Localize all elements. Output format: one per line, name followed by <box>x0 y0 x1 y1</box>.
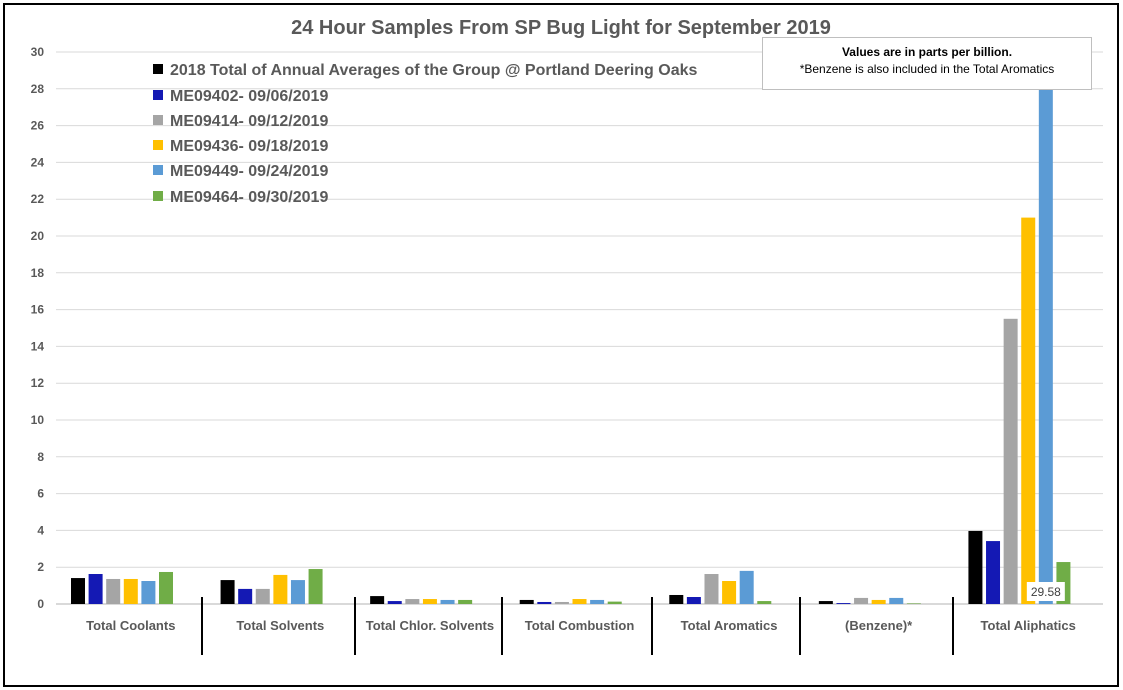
bar <box>440 599 455 604</box>
legend-swatch <box>153 64 163 74</box>
bar <box>71 578 85 604</box>
x-tick-label: Total Aliphatics <box>981 618 1076 633</box>
bar <box>1038 59 1053 604</box>
y-tick-label: 2 <box>37 560 44 574</box>
y-tick-label: 18 <box>31 266 45 280</box>
y-tick-label: 14 <box>31 339 45 353</box>
bar <box>106 578 121 604</box>
bar <box>607 601 622 604</box>
bar <box>255 588 270 604</box>
legend-swatch <box>153 165 163 175</box>
bar <box>123 578 138 604</box>
legend-swatch <box>153 191 163 201</box>
y-tick-label: 0 <box>37 597 44 611</box>
y-tick-label: 10 <box>31 413 45 427</box>
y-tick-label: 16 <box>31 303 45 317</box>
chart-frame <box>3 3 1119 687</box>
y-tick-label: 24 <box>31 155 45 169</box>
bar <box>405 599 420 604</box>
bar <box>370 596 385 604</box>
legend-label: ME09414- 09/12/2019 <box>170 113 328 130</box>
bar <box>704 574 719 604</box>
x-tick-label: Total Solvents <box>236 618 324 633</box>
x-tick-label: Total Aromatics <box>681 618 778 633</box>
legend-label: ME09449- 09/24/2019 <box>170 163 328 180</box>
legend-label: ME09464- 09/30/2019 <box>170 189 328 206</box>
bar <box>739 570 754 604</box>
bar <box>159 571 173 604</box>
bar <box>308 569 323 604</box>
bar <box>458 599 473 604</box>
y-tick-label: 12 <box>31 376 45 390</box>
bar <box>722 581 737 604</box>
bar <box>968 530 983 604</box>
bar <box>686 597 701 604</box>
bar <box>572 599 587 604</box>
bar <box>836 603 851 604</box>
y-tick-label: 28 <box>31 82 45 96</box>
bar <box>88 574 103 604</box>
bar <box>220 580 235 604</box>
bar <box>290 580 305 604</box>
bar <box>519 599 534 604</box>
bar <box>871 599 886 604</box>
y-tick-label: 6 <box>37 487 44 501</box>
bar <box>1003 318 1018 604</box>
y-tick-label: 26 <box>31 119 45 133</box>
y-tick-label: 22 <box>31 192 45 206</box>
bar <box>906 603 921 604</box>
legend-swatch <box>153 115 163 125</box>
bar <box>757 601 772 604</box>
x-tick-label: Total Chlor. Solvents <box>366 618 494 633</box>
legend-swatch <box>153 90 163 100</box>
units-note: Values are in parts per billion. <box>841 45 1013 59</box>
bar <box>238 588 253 604</box>
bar <box>387 601 402 604</box>
bar <box>818 601 833 604</box>
bar <box>1021 217 1036 604</box>
legend-label: ME09436- 09/18/2019 <box>170 138 328 155</box>
bar <box>422 599 437 604</box>
legend-label: 2018 Total of Annual Averages of the Gro… <box>170 62 698 79</box>
chart-title: 24 Hour Samples From SP Bug Light for Se… <box>291 17 831 39</box>
y-tick-label: 4 <box>37 523 44 537</box>
bar <box>537 601 552 604</box>
y-tick-label: 20 <box>31 229 45 243</box>
bar <box>554 601 569 604</box>
legend-swatch <box>153 140 163 150</box>
x-tick-label: (Benzene)* <box>845 618 913 633</box>
bar <box>273 574 288 604</box>
bar <box>669 594 684 604</box>
x-tick-label: Total Coolants <box>86 618 175 633</box>
bar <box>590 599 605 604</box>
bar <box>141 581 156 604</box>
x-tick-label: Total Combustion <box>525 618 635 633</box>
bar <box>889 597 904 604</box>
y-tick-label: 8 <box>37 450 44 464</box>
benzene-note: *Benzene is also included in the Total A… <box>799 62 1055 76</box>
legend-label: ME09402- 09/06/2019 <box>170 88 328 105</box>
bar <box>986 541 1001 604</box>
y-tick-label: 30 <box>31 45 45 59</box>
bar <box>1056 562 1071 604</box>
units-note-box: Values are in parts per billion. *Benzen… <box>762 37 1092 90</box>
bar <box>854 597 869 604</box>
